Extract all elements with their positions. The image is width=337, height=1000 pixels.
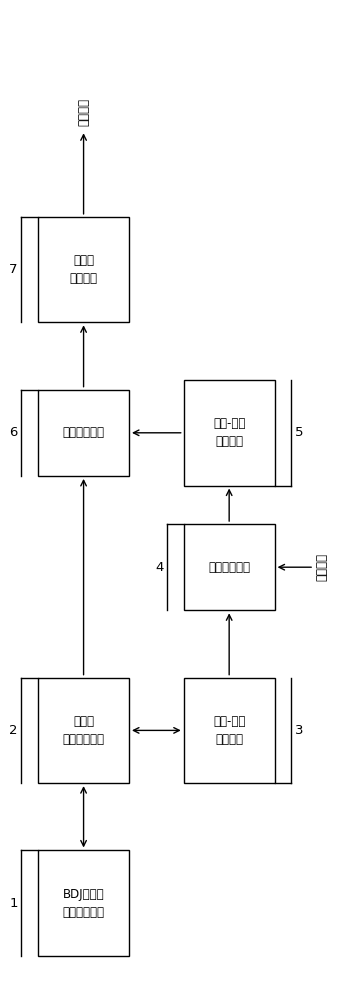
Bar <box>38 850 129 956</box>
Text: 复位控制电路: 复位控制电路 <box>208 561 250 574</box>
Text: 电压-频率
转换电路: 电压-频率 转换电路 <box>213 417 245 448</box>
Text: 电流-电压
转换电路: 电流-电压 转换电路 <box>213 715 245 746</box>
Text: BDJ光电流
提取放大电路: BDJ光电流 提取放大电路 <box>63 888 104 919</box>
Bar <box>38 217 129 322</box>
Text: 占空比
调节电路: 占空比 调节电路 <box>69 254 98 285</box>
Text: 光电流
流向选择电路: 光电流 流向选择电路 <box>63 715 104 746</box>
Text: 5: 5 <box>295 426 304 439</box>
Text: 7: 7 <box>9 263 18 276</box>
Text: 6: 6 <box>9 426 18 439</box>
Text: 2: 2 <box>9 724 18 737</box>
Bar <box>38 678 129 783</box>
Text: 整形反馈电路: 整形反馈电路 <box>63 426 104 439</box>
Text: 3: 3 <box>295 724 304 737</box>
Text: 4: 4 <box>155 561 163 574</box>
Bar <box>184 678 275 783</box>
Bar <box>184 380 275 486</box>
Text: 1: 1 <box>9 897 18 910</box>
Text: 复位信号: 复位信号 <box>315 553 329 581</box>
Bar <box>38 390 129 476</box>
Text: 信号输出: 信号输出 <box>77 98 90 126</box>
Bar <box>184 524 275 610</box>
